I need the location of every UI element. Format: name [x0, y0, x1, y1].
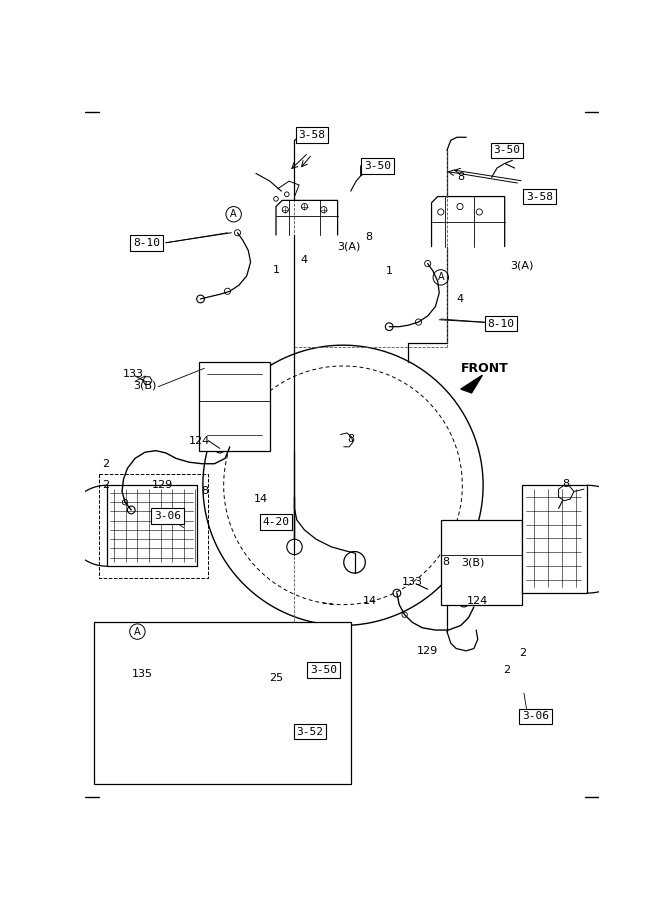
Text: 3(A): 3(A)	[337, 241, 360, 252]
Text: 8-10: 8-10	[133, 238, 160, 248]
Text: 2: 2	[519, 648, 526, 658]
Text: 14: 14	[363, 596, 377, 606]
FancyBboxPatch shape	[199, 362, 270, 451]
FancyBboxPatch shape	[441, 520, 522, 605]
Text: 129: 129	[417, 646, 438, 656]
Text: FRONT: FRONT	[461, 362, 508, 374]
FancyBboxPatch shape	[266, 680, 273, 688]
Text: A: A	[230, 210, 237, 220]
Text: 2: 2	[102, 481, 109, 491]
Text: 3-50: 3-50	[310, 665, 338, 675]
Text: 3-06: 3-06	[522, 711, 549, 721]
Text: 8: 8	[442, 557, 449, 567]
FancyBboxPatch shape	[94, 623, 351, 784]
Text: 1: 1	[273, 265, 279, 274]
Text: 1: 1	[386, 266, 393, 276]
Text: 129: 129	[151, 481, 173, 491]
FancyBboxPatch shape	[339, 662, 347, 670]
Text: 8: 8	[563, 479, 570, 489]
Text: 25: 25	[269, 673, 283, 683]
Text: 3(B): 3(B)	[462, 557, 485, 567]
Text: 133: 133	[402, 577, 423, 587]
Text: 3-50: 3-50	[494, 145, 520, 156]
Text: 135: 135	[132, 669, 153, 679]
Text: 3-58: 3-58	[299, 130, 325, 140]
Text: 3(B): 3(B)	[133, 380, 157, 391]
Text: 133: 133	[123, 369, 144, 379]
Text: 8: 8	[201, 487, 208, 497]
Text: A: A	[438, 273, 444, 283]
FancyBboxPatch shape	[311, 673, 321, 701]
Text: 124: 124	[188, 436, 209, 446]
Text: 4: 4	[301, 256, 308, 266]
Text: 8: 8	[458, 172, 464, 183]
Text: 3-58: 3-58	[526, 192, 553, 202]
Text: 4-20: 4-20	[263, 518, 289, 527]
Text: 3-52: 3-52	[296, 726, 323, 737]
Text: 14: 14	[253, 494, 267, 504]
Text: 8-10: 8-10	[488, 319, 514, 328]
Text: 124: 124	[467, 596, 488, 606]
Text: 3(A): 3(A)	[510, 261, 534, 271]
Polygon shape	[461, 375, 482, 393]
FancyBboxPatch shape	[263, 686, 276, 708]
Text: 3-50: 3-50	[364, 161, 391, 171]
Text: A: A	[134, 626, 141, 636]
Text: 3-06: 3-06	[154, 511, 181, 521]
Text: 8: 8	[347, 434, 354, 444]
Text: 2: 2	[102, 459, 109, 469]
Text: 2: 2	[504, 665, 510, 675]
Text: 8: 8	[365, 232, 372, 242]
FancyBboxPatch shape	[522, 485, 587, 593]
Text: 4: 4	[456, 294, 464, 304]
